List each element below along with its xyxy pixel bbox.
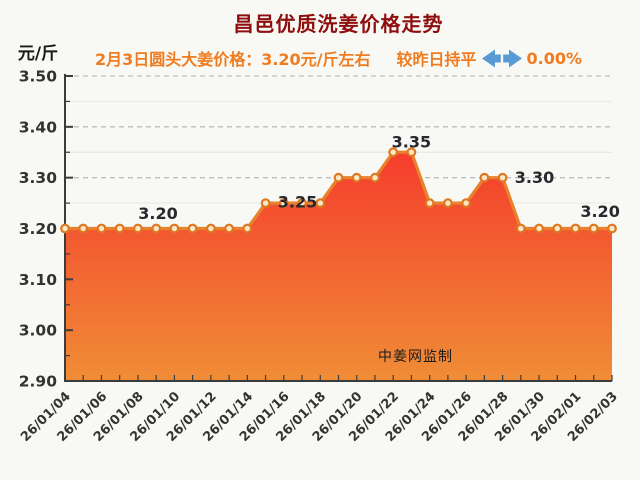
price-text: 2月3日圆头大姜价格：3.20元/斤左右 xyxy=(94,50,371,69)
data-point-marker xyxy=(388,147,399,158)
data-point-marker xyxy=(370,172,380,183)
data-point-marker xyxy=(351,172,362,183)
data-point-marker xyxy=(78,223,89,234)
data-point-marker xyxy=(443,198,453,209)
y-axis-unit-label: 元/斤 xyxy=(17,44,59,64)
y-tick-label: 3.50 xyxy=(19,68,57,86)
chart-subtitle: 2月3日圆头大姜价格：3.20元/斤左右 较昨日持平 0.00% xyxy=(65,45,612,71)
data-point-marker xyxy=(570,223,581,234)
data-point-marker xyxy=(278,198,289,209)
y-tick-label: 3.10 xyxy=(19,271,57,289)
y-tick-label: 3.40 xyxy=(19,118,57,136)
point-value-label: 3.20 xyxy=(138,204,177,223)
data-point-marker xyxy=(479,172,490,183)
data-point-marker xyxy=(224,223,235,234)
data-point-marker xyxy=(607,223,617,234)
data-point-marker xyxy=(406,147,417,158)
data-point-marker xyxy=(297,198,307,209)
point-value-label: 3.30 xyxy=(515,168,554,187)
data-point-marker xyxy=(60,223,70,234)
chart-title: 昌邑优质洗姜价格走势 xyxy=(233,12,444,36)
trend-text: 较昨日持平 xyxy=(396,50,477,69)
data-point-marker xyxy=(132,223,143,234)
y-tick-label: 2.90 xyxy=(19,373,57,391)
point-value-label: 3.20 xyxy=(580,202,619,221)
point-value-label: 3.25 xyxy=(278,193,317,212)
data-point-marker xyxy=(114,223,125,234)
data-point-marker xyxy=(151,223,162,234)
data-point-marker xyxy=(187,223,198,234)
data-point-marker xyxy=(205,223,216,234)
data-point-marker xyxy=(424,198,435,209)
y-tick-label: 3.20 xyxy=(19,220,57,238)
data-point-marker xyxy=(315,198,326,209)
y-tick-label: 3.30 xyxy=(19,169,57,187)
data-point-marker xyxy=(169,223,180,234)
y-tick-label: 3.00 xyxy=(19,322,57,340)
watermark: 中姜网监制 xyxy=(378,349,453,365)
area-fill xyxy=(65,152,612,381)
data-point-marker xyxy=(333,172,344,183)
data-point-marker xyxy=(242,223,253,234)
data-point-marker xyxy=(461,198,472,209)
data-point-marker xyxy=(552,223,563,234)
point-value-label: 3.35 xyxy=(392,133,431,152)
data-point-marker xyxy=(515,223,526,234)
data-point-marker xyxy=(588,223,599,234)
double-horizontal-arrow-icon xyxy=(481,48,522,69)
trend-percent: 0.00% xyxy=(526,48,583,68)
data-point-marker xyxy=(260,198,271,209)
data-point-marker xyxy=(534,223,544,234)
data-point-marker xyxy=(497,172,508,183)
data-point-marker xyxy=(96,223,107,234)
